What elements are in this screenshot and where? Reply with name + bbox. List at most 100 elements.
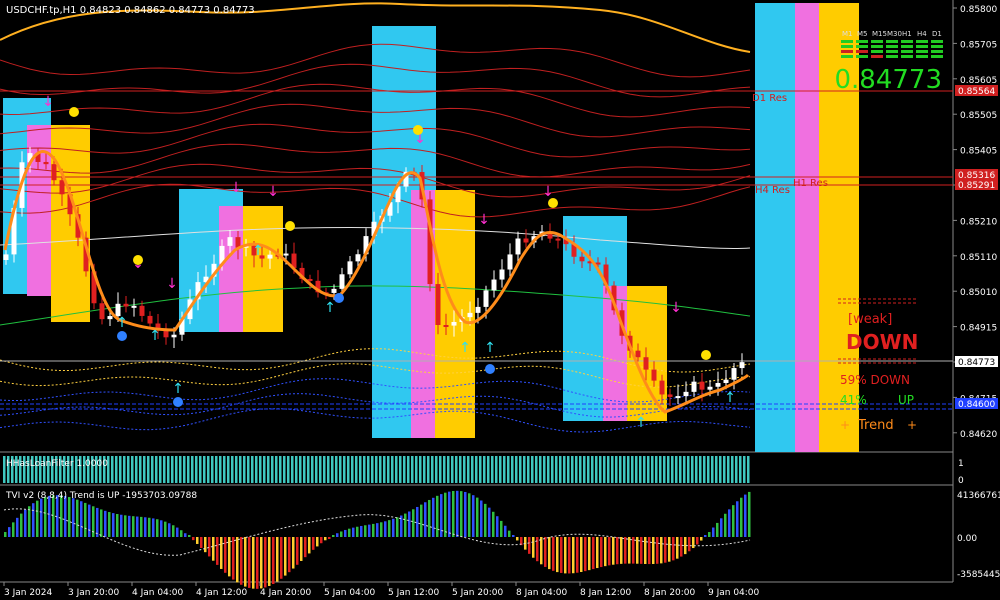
hmm-bar bbox=[527, 456, 530, 483]
tvi-bar bbox=[660, 537, 663, 564]
envelope-line bbox=[0, 363, 751, 388]
hmm-bar bbox=[27, 456, 30, 483]
hmm-bar bbox=[31, 456, 34, 483]
tvi-bar bbox=[160, 520, 163, 537]
tvi-bar bbox=[572, 537, 575, 574]
down-arrow-icon: ↓ bbox=[42, 94, 54, 110]
hmm-bar bbox=[635, 456, 638, 483]
hmm-bar bbox=[719, 456, 722, 483]
hmm-bar bbox=[395, 456, 398, 483]
hmm-bar bbox=[455, 456, 458, 483]
tvi-bar bbox=[308, 537, 311, 554]
tf-indicator bbox=[916, 55, 928, 58]
hmm-bar bbox=[23, 456, 26, 483]
tvi-bar bbox=[12, 522, 15, 537]
time-label: 5 Jan 20:00 bbox=[452, 588, 504, 598]
candle-body bbox=[107, 316, 113, 320]
blue-dot bbox=[173, 397, 183, 407]
signal-zone bbox=[243, 206, 283, 332]
hmm-bar bbox=[491, 456, 494, 483]
tvi-bar bbox=[564, 537, 567, 574]
tvi-bar bbox=[336, 533, 339, 537]
hmm-bar bbox=[131, 456, 134, 483]
yellow-dot bbox=[701, 350, 711, 360]
tvi-bar bbox=[364, 525, 367, 537]
tvi-bar bbox=[720, 518, 723, 537]
hmm-bar bbox=[643, 456, 646, 483]
tvi-bar bbox=[384, 521, 387, 537]
tvi-bar bbox=[544, 537, 547, 567]
yellow-dot bbox=[548, 198, 558, 208]
tvi-bar bbox=[608, 537, 611, 566]
price-label: 0.85405 bbox=[960, 147, 997, 157]
tvi-bar bbox=[56, 495, 59, 537]
tf-indicator bbox=[856, 45, 868, 48]
candle-body bbox=[563, 239, 569, 245]
hmm-bar bbox=[183, 456, 186, 483]
tvi-bar bbox=[88, 504, 91, 537]
candle-body bbox=[707, 386, 713, 390]
tf-indicator bbox=[916, 50, 928, 53]
blue-dot bbox=[334, 293, 344, 303]
tvi-bar bbox=[184, 533, 187, 537]
hmm-bar bbox=[303, 456, 306, 483]
hmm-bar bbox=[627, 456, 630, 483]
h1-res-label: H1 Res bbox=[793, 178, 828, 189]
price-label: 0.85800 bbox=[960, 5, 997, 15]
tvi-bar bbox=[172, 525, 175, 537]
hmm-axis-bottom: 0 bbox=[958, 476, 964, 486]
tvi-bar bbox=[636, 537, 639, 564]
tvi-bar bbox=[376, 523, 379, 537]
tvi-bar bbox=[144, 517, 147, 537]
envelope-line bbox=[0, 393, 751, 418]
tvi-bar bbox=[612, 537, 615, 565]
tvi-bar bbox=[488, 507, 491, 537]
moving-averages bbox=[3, 150, 750, 414]
candle-body bbox=[491, 279, 497, 291]
tvi-bar bbox=[732, 505, 735, 537]
candle-body bbox=[251, 245, 257, 256]
tf-indicator bbox=[841, 55, 853, 58]
tvi-bar bbox=[52, 495, 55, 537]
tvi-bar bbox=[512, 535, 515, 537]
hmm-bar bbox=[207, 456, 210, 483]
candle-body bbox=[131, 305, 137, 308]
tvi-bar bbox=[328, 537, 331, 539]
tvi-bar bbox=[480, 500, 483, 537]
hmm-bar bbox=[471, 456, 474, 483]
tvi-bar bbox=[568, 537, 571, 574]
hmm-bar bbox=[159, 456, 162, 483]
blue-dot bbox=[485, 364, 495, 374]
tvi-bar bbox=[348, 528, 351, 537]
tvi-bar bbox=[340, 531, 343, 537]
h1-res-tag: 0.85316 bbox=[958, 171, 995, 181]
ma-green bbox=[0, 285, 751, 326]
candle-body bbox=[43, 161, 49, 165]
tvi-bar bbox=[652, 537, 655, 565]
tvi-bar bbox=[516, 537, 519, 541]
big-price: 0.84773 bbox=[834, 65, 942, 95]
up-arrow-icon: ↑ bbox=[172, 381, 184, 397]
hmm-bar bbox=[615, 456, 618, 483]
tvi-bar bbox=[272, 537, 275, 585]
hmm-bar bbox=[483, 456, 486, 483]
candle-body bbox=[371, 221, 377, 237]
hmm-bar bbox=[311, 456, 314, 483]
candle-body bbox=[355, 254, 361, 262]
hmm-bar bbox=[479, 456, 482, 483]
tvi-bar bbox=[716, 522, 719, 537]
hmm-bar bbox=[679, 456, 682, 483]
hmm-bar bbox=[703, 456, 706, 483]
candle-body bbox=[227, 237, 233, 246]
hmm-bar bbox=[215, 456, 218, 483]
candle-body bbox=[683, 391, 689, 397]
tvi-bar bbox=[288, 537, 291, 573]
tf-indicator bbox=[871, 45, 883, 48]
tvi-bar bbox=[32, 503, 35, 537]
hmm-bar bbox=[259, 456, 262, 483]
time-label: 9 Jan 04:00 bbox=[708, 588, 760, 598]
hmm-bar bbox=[239, 456, 242, 483]
hmm-bar bbox=[403, 456, 406, 483]
time-axis[interactable]: 3 Jan 2024 3 Jan 20:00 4 Jan 04:00 4 Jan 12… bbox=[3, 582, 760, 598]
